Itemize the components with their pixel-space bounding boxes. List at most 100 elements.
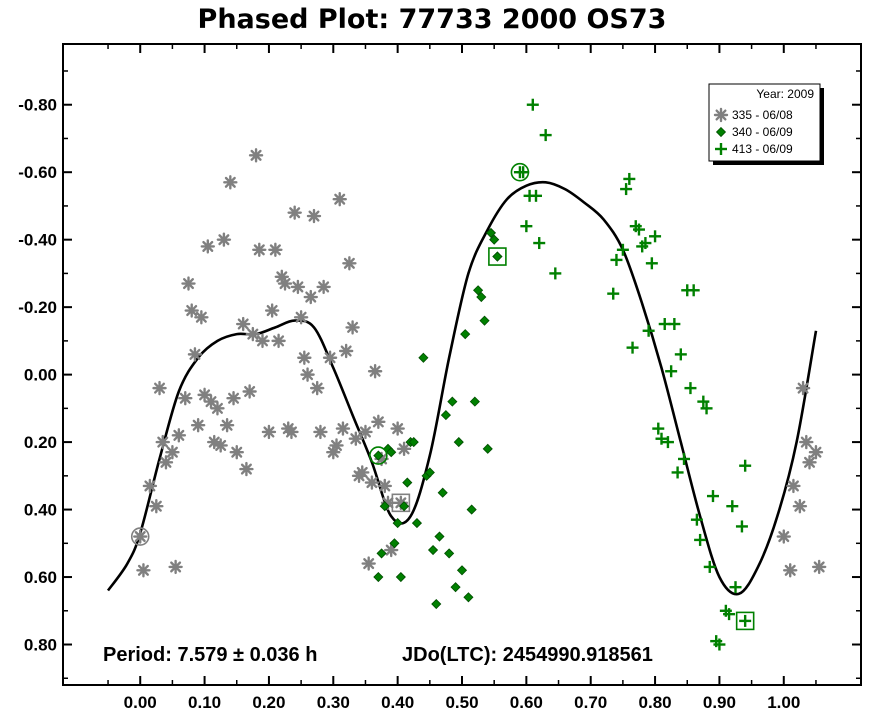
data-point [444,548,455,559]
asterisk-stroke [231,446,243,458]
legend-entry: 335 - 06/08 [713,107,793,123]
period-annotation: Period: 7.579 ± 0.036 h [103,644,317,666]
asterisk-stroke [787,480,799,492]
data-point [783,563,798,578]
data-point [293,310,309,325]
asterisk-stroke [372,416,384,428]
asterisk-stroke [202,240,214,252]
data-point [322,350,338,365]
asterisk-stroke [794,500,806,512]
asterisk-stroke [324,352,336,364]
data-point [456,565,468,576]
x-tick-label: 0.60 [510,693,543,712]
data-point [342,256,357,271]
legend-label: 335 - 06/08 [732,108,793,122]
data-point [549,267,562,280]
asterisk-stroke [247,328,259,340]
data-point [795,380,811,396]
data-point [190,418,206,433]
data-point [226,391,241,406]
data-point [453,437,464,448]
asterisk-stroke [376,453,388,465]
data-point [361,556,376,571]
asterisk-stroke [273,335,285,347]
asterisk-stroke [195,311,207,323]
data-point [530,189,543,202]
data-point [165,445,180,460]
last-point-marker [492,251,503,262]
data-point [335,421,351,436]
data-point [379,501,390,512]
data-point [377,478,392,494]
data-point [668,318,681,331]
asterisk-stroke [186,305,198,317]
asterisk-stroke [302,369,314,381]
asterisk-stroke [330,439,343,451]
data-point [687,284,700,297]
asterisk-stroke [244,385,256,398]
data-point [261,424,277,440]
fit-curve [106,180,818,596]
asterisk-stroke [221,419,233,431]
data-point [440,410,451,421]
data-point [345,320,360,335]
y-tick-label: -0.40 [18,231,57,250]
data-point [661,436,674,449]
asterisk-stroke [379,480,391,492]
data-point [539,129,552,142]
data-point [310,380,325,396]
data-point [213,438,228,453]
asterisk-stroke [369,365,381,377]
asterisk-stroke [150,500,162,512]
data-point [313,424,328,440]
x-tick-label: 1.00 [767,693,800,712]
asterisk-stroke [392,423,404,435]
data-point [371,414,386,430]
legend-entries: 335 - 06/08 340 - 06/09 413 - 06/09 [713,107,793,156]
asterisk-stroke [311,382,323,394]
data-point [402,477,413,488]
first-point-marker [133,529,148,544]
data-point [194,310,209,325]
first-point-circle [510,162,530,182]
data-point [386,447,397,458]
data-point [216,232,232,247]
asterisk-stroke [179,392,191,404]
data-point [396,441,412,457]
data-point [808,445,824,460]
asterisk-stroke [298,352,310,364]
data-point [290,279,306,295]
data-point [434,531,445,542]
data-point [392,517,403,529]
data-point [245,326,261,342]
data-points-layer [130,98,827,651]
asterisk-stroke [266,305,278,317]
asterisk-stroke [256,335,269,347]
legend-marker [715,143,727,155]
data-point [482,443,493,454]
asterisk-stroke [318,281,330,293]
asterisk-stroke [211,402,223,414]
asterisk-stroke [292,281,304,293]
asterisk-stroke [395,497,407,509]
asterisk-stroke [276,271,288,283]
asterisk-stroke [228,392,240,404]
asterisk-stroke [810,446,822,458]
asterisk-stroke [803,456,816,468]
data-point [297,350,312,365]
data-point [713,638,726,651]
data-point [726,500,739,513]
y-tick-label: 0.60 [24,568,57,587]
data-point [469,396,480,407]
asterisk-stroke [269,244,281,256]
series-plus [510,98,755,651]
data-point [437,487,448,498]
asterisk-stroke [797,382,809,394]
data-point [223,175,238,190]
x-tick-label: 0.00 [124,693,157,712]
data-point [303,289,318,305]
last-point-box [488,247,507,266]
asterisk-stroke [813,561,825,573]
data-point [168,559,183,575]
asterisk-stroke [715,109,727,121]
